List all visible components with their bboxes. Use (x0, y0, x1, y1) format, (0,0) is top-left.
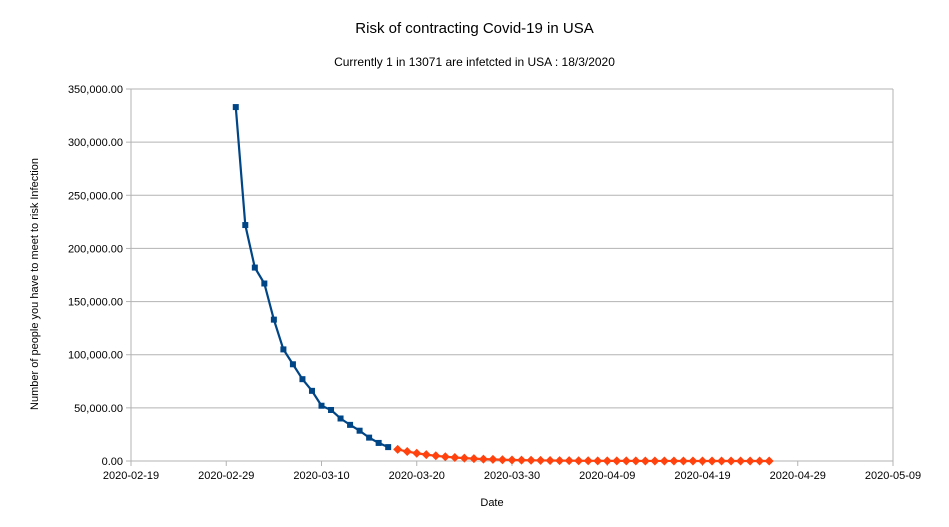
series-2-point (440, 452, 450, 462)
series-2-point (421, 450, 431, 460)
series-1-point (251, 264, 258, 271)
series-2-point (755, 456, 765, 466)
series-2-point (555, 456, 565, 466)
series-1-point (337, 415, 344, 422)
series-2-point (593, 456, 603, 466)
series-2-point (717, 456, 727, 466)
series-1-point (375, 439, 382, 446)
y-tick-label: 300,000.00 (68, 137, 123, 149)
series-2-point (631, 456, 641, 466)
series-2-point (488, 454, 498, 464)
series-1-point (261, 280, 268, 287)
series-2-point (726, 456, 736, 466)
series-2-point (678, 456, 688, 466)
series-layer (232, 104, 774, 466)
x-tick-label: 2020-04-19 (674, 470, 730, 482)
chart-subtitle: Currently 1 in 13071 are infetcted in US… (334, 55, 615, 69)
series-2-point (393, 444, 403, 454)
series-2-point (402, 447, 412, 457)
series-1-point (385, 444, 392, 451)
series-2-point (526, 455, 536, 465)
series-2-point (507, 455, 517, 465)
series-1-point (366, 434, 373, 441)
series-2-point (745, 456, 755, 466)
x-tick-label: 2020-04-29 (770, 470, 826, 482)
series-1-point (299, 376, 306, 383)
series-2-point (764, 456, 774, 466)
y-tick-label: 250,000.00 (68, 190, 123, 202)
series-2-point (612, 456, 622, 466)
series-1-point (232, 104, 239, 111)
series-1-line (234, 106, 389, 449)
series-2-point (688, 456, 698, 466)
y-axis-label: Number of people you have to meet to ris… (29, 158, 41, 410)
y-tick-label: 0.00 (102, 456, 123, 468)
y-tick-label: 350,000.00 (68, 84, 123, 96)
series-2-point (574, 456, 584, 466)
series-2-point (545, 456, 555, 466)
series-2-point (412, 448, 422, 458)
y-tick-label: 200,000.00 (68, 243, 123, 255)
series-2-line (397, 448, 770, 463)
series-2-point (640, 456, 650, 466)
series-1-point (289, 361, 296, 368)
series-2-point (707, 456, 717, 466)
y-tick-label: 50,000.00 (74, 403, 123, 415)
series-2-point (459, 453, 469, 463)
x-tick-label: 2020-03-30 (484, 470, 540, 482)
series-2-point (650, 456, 660, 466)
x-tick-label: 2020-04-09 (579, 470, 635, 482)
series-2-point (698, 456, 707, 466)
series-1-point (280, 346, 287, 353)
x-tick-label: 2020-03-10 (293, 470, 349, 482)
x-axis-label: Date (480, 497, 503, 509)
series-2-point (431, 451, 441, 461)
y-tick-label: 150,000.00 (68, 297, 123, 309)
series-2-point (736, 456, 746, 466)
series-2-point (497, 455, 507, 465)
series-1-point (328, 406, 335, 413)
y-tick-label: 100,000.00 (68, 350, 123, 362)
series-2-point (450, 452, 460, 462)
series-2-point (583, 456, 593, 466)
series-2-point (602, 456, 612, 466)
series-1-point (270, 316, 277, 323)
x-tick-label: 2020-05-09 (865, 470, 921, 482)
series-1-point (318, 402, 325, 409)
axis-layer: 0.00 50,000.00 100,000.00 150,000.00 200,000… (68, 84, 921, 482)
series-1-point (242, 222, 249, 229)
x-tick-label: 2020-02-29 (198, 470, 254, 482)
chart-title: Risk of contracting Covid-19 in USA (355, 20, 593, 37)
series-2-point (669, 456, 679, 466)
series-2-point (659, 456, 669, 466)
series-2-point (517, 455, 527, 465)
series-2-point (469, 454, 479, 464)
x-tick-label: 2020-03-20 (389, 470, 445, 482)
series-2-point (621, 456, 631, 466)
x-tick-label: 2020-02-19 (103, 470, 159, 482)
series-2-point (564, 456, 574, 466)
series-1-point (308, 387, 315, 394)
grid-layer (131, 88, 893, 462)
series-1-point (356, 427, 363, 434)
series-2-point (536, 455, 546, 465)
series-1-point (347, 421, 354, 428)
series-2-point (478, 454, 488, 464)
